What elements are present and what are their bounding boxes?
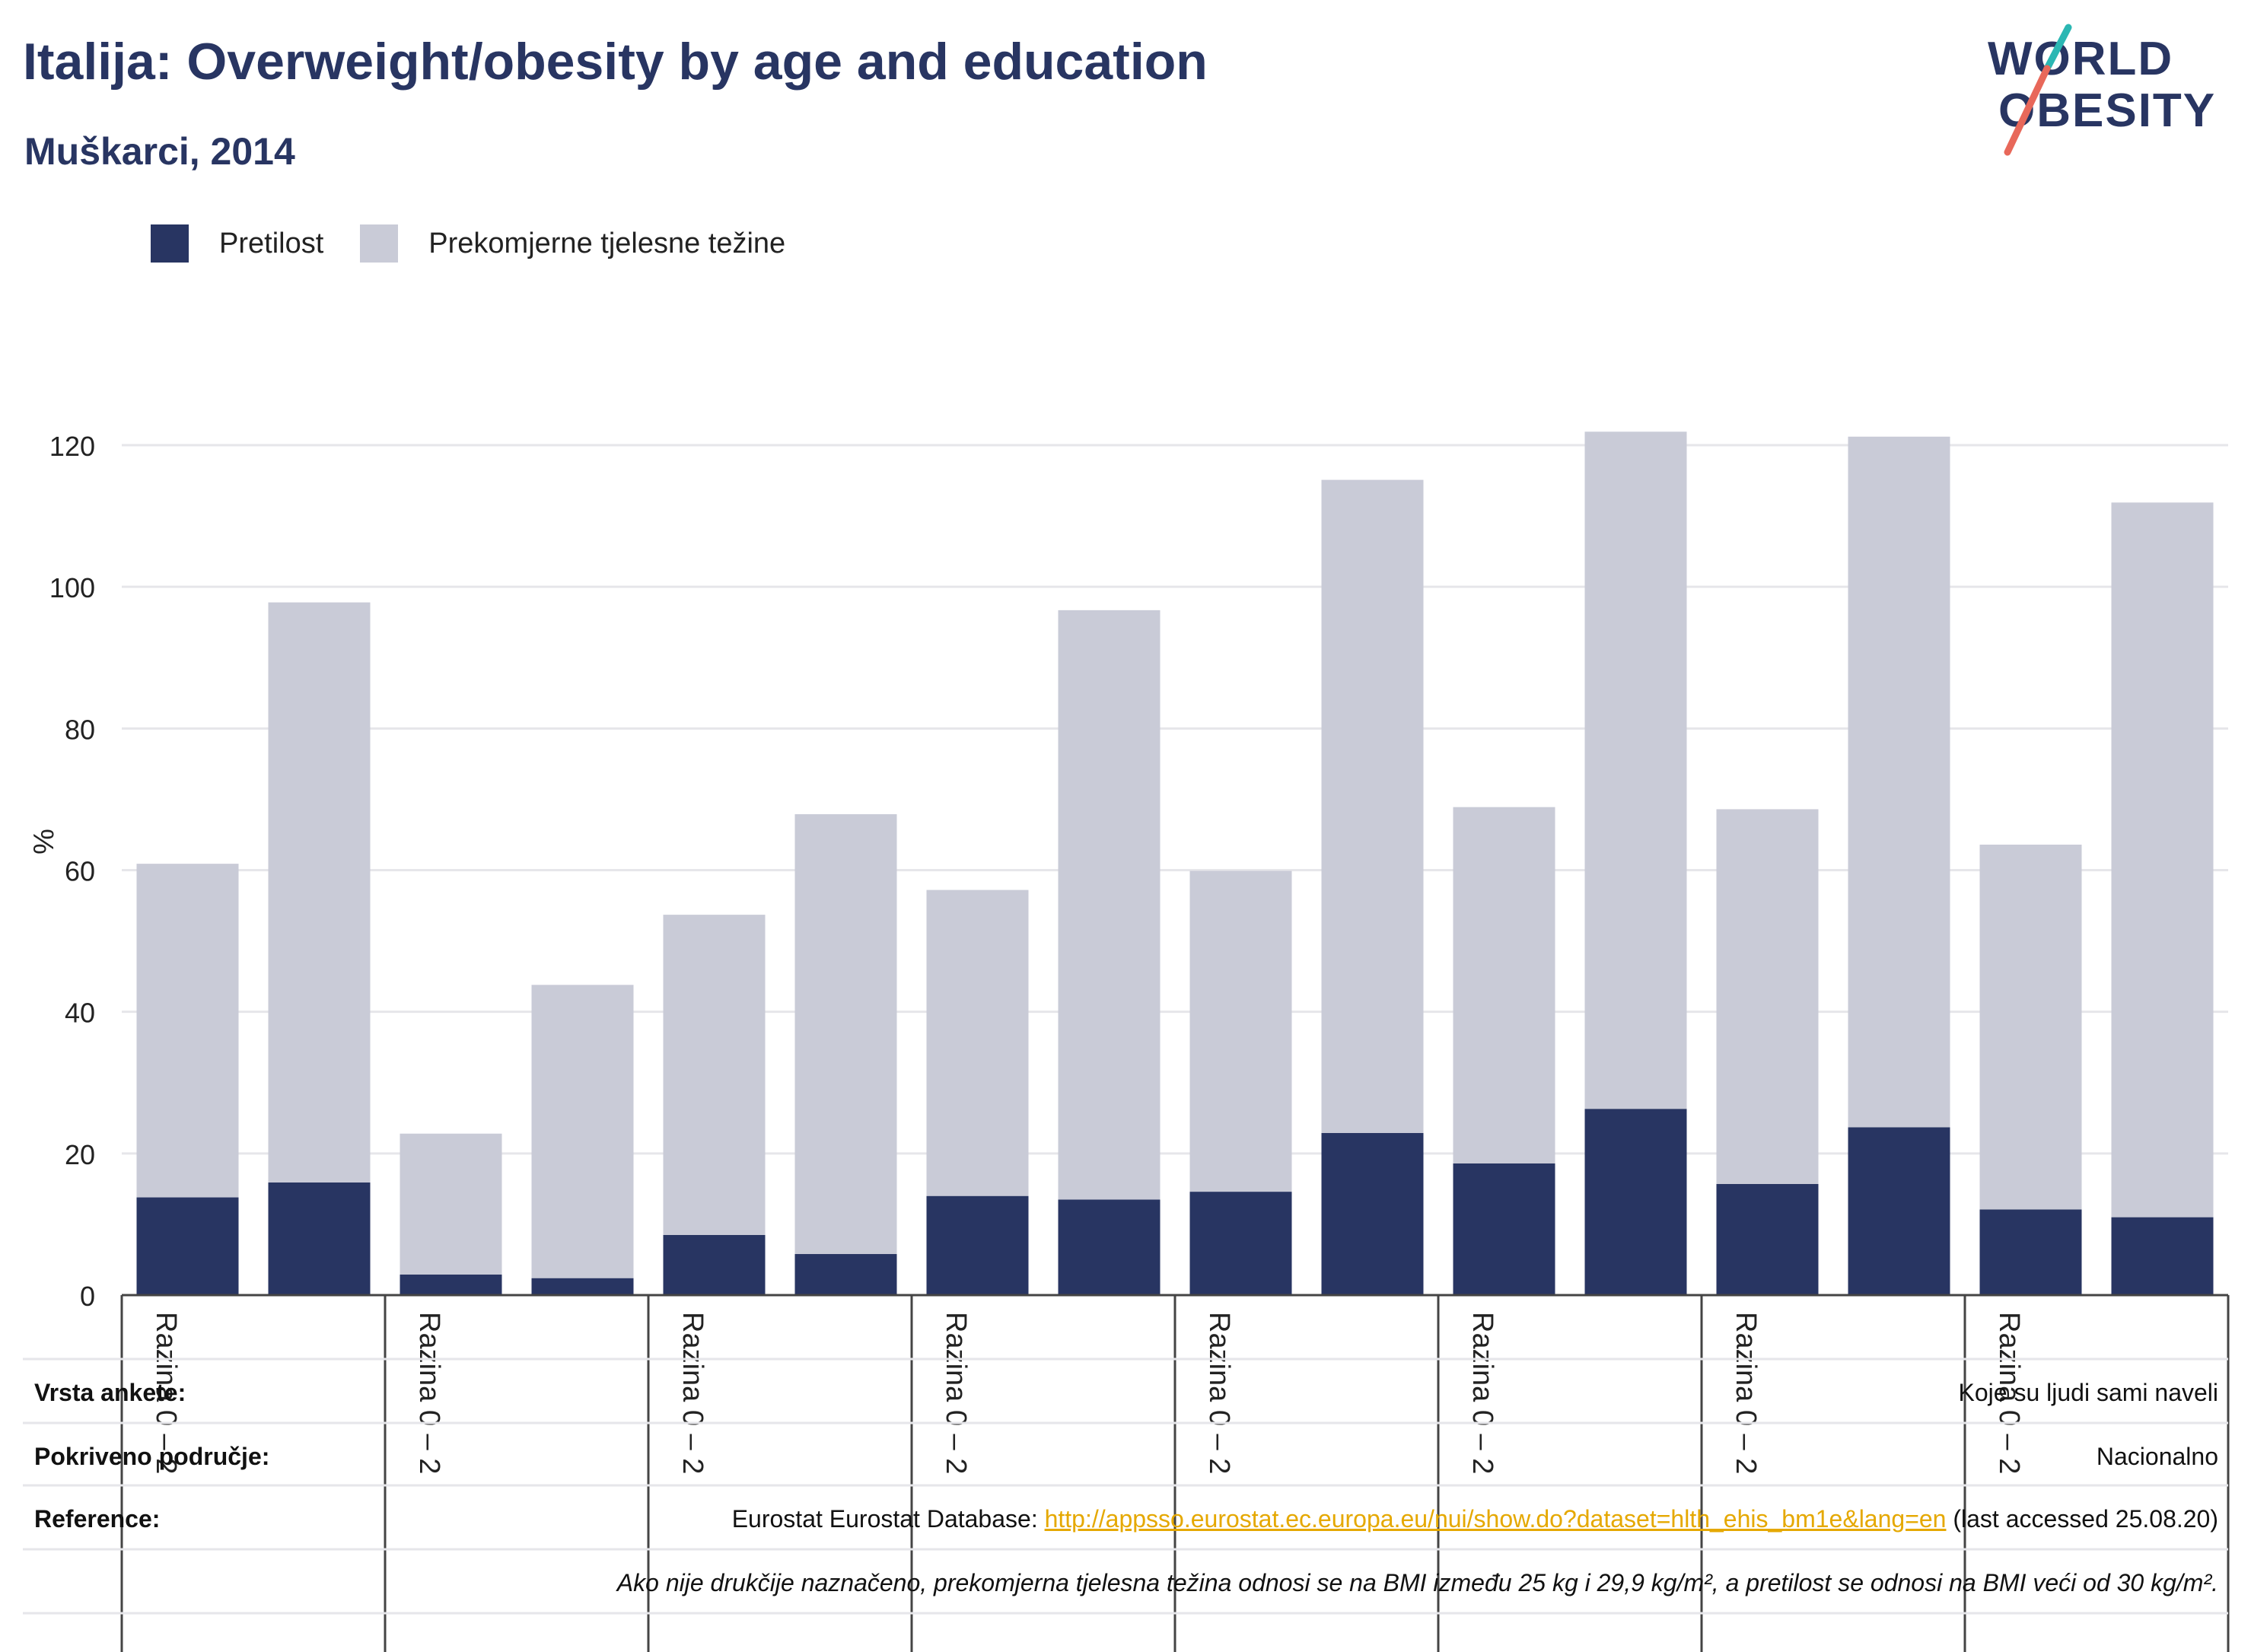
reference-link[interactable]: http://appsso.eurostat.ec.europa.eu/nui/… [1044,1505,1947,1533]
bar-overweight [1716,809,1819,1184]
bar-obesity [2111,1217,2214,1295]
legend-swatch-overweight [360,224,399,263]
logo-teal-stroke [2043,24,2072,72]
logo-line1: WORLD [1988,33,2173,85]
reference-prefix: Eurostat Eurostat Database: [731,1505,1045,1533]
y-tick-label: 120 [49,431,95,462]
x-group-label: Razina 0 – 2 [150,1312,182,1474]
bar-overweight [926,890,1029,1196]
bar-overweight [400,1133,502,1275]
bar-obesity [531,1278,634,1295]
legend-label-obesity: Pretilost [219,227,324,259]
bar-obesity [1058,1199,1161,1295]
bar-overweight [1848,436,1950,1128]
world-obesity-logo: WORLD OBESITY [1988,24,2214,156]
definition-note: Ako nije drukčije naznačeno, prekomjerna… [616,1569,2218,1596]
y-tick-label: 20 [65,1139,95,1170]
legend-item-obesity[interactable]: Pretilost [151,224,323,263]
x-group-label: Razina 0 – 2 [677,1312,708,1474]
reference-suffix: (last accessed 25.08.20) [1946,1505,2218,1533]
reference-label: Reference: [34,1505,161,1533]
logo-coral-stroke [2004,65,2051,156]
y-axis-label: % [28,829,60,855]
y-tick-label: 100 [49,572,95,603]
coverage-label: Pokriveno područje: [34,1443,270,1470]
bar-overweight [663,915,766,1235]
x-group-label: Razina 0 – 2 [1203,1312,1235,1474]
bar-overweight [268,602,371,1183]
y-tick-label: 80 [65,714,95,745]
reference-value: Eurostat Eurostat Database: http://appss… [732,1505,2218,1533]
survey-type-label: Vrsta ankete: [34,1379,186,1406]
bar-obesity [794,1254,897,1295]
chart-title: Italija: Overweight/obesity by age and e… [23,33,1208,91]
bar-overweight [1453,807,1555,1163]
bar-obesity [1979,1209,2082,1295]
bar-obesity [663,1234,766,1295]
chart-subtitle: Muškarci, 2014 [24,130,295,173]
y-tick-label: 40 [65,998,95,1029]
bar-obesity [400,1275,502,1295]
bar-obesity [1321,1132,1424,1295]
x-group-label: Razina 0 – 2 [1730,1312,1762,1474]
x-group-label: Razina 0 – 2 [940,1312,972,1474]
bar-overweight [531,985,634,1278]
bar-obesity [268,1182,371,1295]
x-group-label: Razina 0 – 2 [1466,1312,1498,1474]
bar-overweight [1058,610,1161,1200]
bar-obesity [1716,1183,1819,1295]
legend-label-overweight: Prekomjerne tjelesne težine [428,227,786,259]
bar-overweight [1189,871,1292,1192]
bar-obesity [1584,1109,1687,1295]
survey-type-value: Koje su ljudi sami naveli [1958,1379,2219,1406]
bar-obesity [1848,1127,1950,1295]
bar-overweight [1584,431,1687,1109]
bar-obesity [1453,1163,1555,1295]
x-group-label: Razina 0 – 2 [413,1312,445,1474]
y-tick-label: 0 [80,1281,95,1312]
bar-obesity [136,1197,239,1295]
bar-overweight [1321,479,1424,1133]
legend: Pretilost Prekomjerne tjelesne težine [151,224,822,263]
bar-obesity [926,1195,1029,1295]
bar-overweight [2111,502,2214,1218]
bar-overweight [136,864,239,1198]
bar-overweight [794,813,897,1255]
x-group-label: Razina 0 – 2 [1993,1312,2025,1474]
bar-obesity [1189,1192,1292,1295]
coverage-value: Nacionalno [2096,1443,2218,1470]
legend-swatch-obesity [151,224,189,263]
y-tick-label: 60 [65,856,95,887]
bar-overweight [1979,844,2082,1210]
legend-item-overweight[interactable]: Prekomjerne tjelesne težine [360,224,785,263]
